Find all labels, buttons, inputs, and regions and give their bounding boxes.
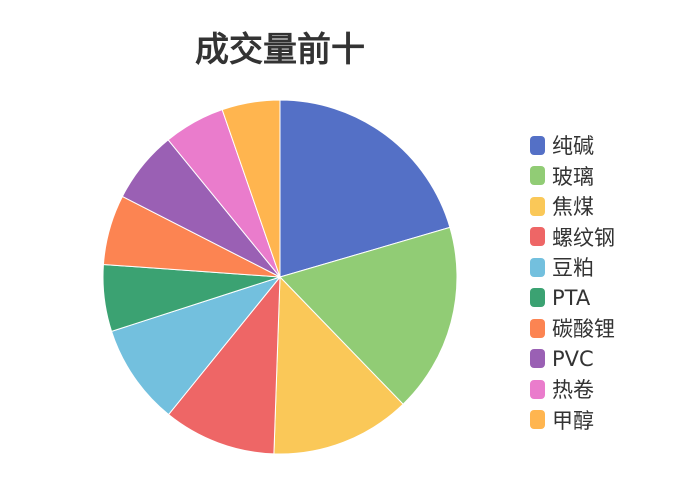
pie-slice-9[interactable] bbox=[221, 99, 281, 278]
legend-swatch bbox=[530, 257, 545, 277]
legend-label: 焦煤 bbox=[552, 195, 594, 220]
legend-item[interactable]: 玻璃 bbox=[530, 161, 615, 192]
legend-label: PTA bbox=[552, 285, 591, 310]
pie-slice-1[interactable] bbox=[279, 226, 458, 405]
legend-swatch bbox=[530, 196, 545, 216]
legend-swatch bbox=[530, 288, 545, 308]
legend-swatch bbox=[530, 410, 545, 430]
legend-label: 豆粕 bbox=[552, 256, 594, 281]
legend-label: 热卷 bbox=[552, 378, 594, 403]
legend-swatch bbox=[530, 349, 545, 369]
legend-swatch bbox=[530, 379, 545, 399]
legend-item[interactable]: 热卷 bbox=[530, 374, 615, 405]
legend-item[interactable]: 焦煤 bbox=[530, 191, 615, 222]
legend-label: 甲醇 bbox=[552, 408, 594, 433]
legend-label: PVC bbox=[552, 346, 594, 371]
legend-label: 纯碱 bbox=[552, 134, 594, 159]
legend-swatch bbox=[530, 166, 545, 186]
chart-title: 成交量前十 bbox=[195, 30, 365, 70]
pie-slice-3[interactable] bbox=[167, 275, 281, 455]
legend-item[interactable]: PTA bbox=[530, 283, 615, 314]
legend-swatch bbox=[530, 318, 545, 338]
legend-item[interactable]: 碳酸锂 bbox=[530, 313, 615, 344]
legend-item[interactable]: 豆粕 bbox=[530, 252, 615, 283]
legend-item[interactable]: 螺纹钢 bbox=[530, 222, 615, 253]
legend-item[interactable]: 甲醇 bbox=[530, 405, 615, 436]
legend: 纯碱玻璃焦煤螺纹钢豆粕 PTA 碳酸锂 PVC 热卷甲醇 bbox=[530, 130, 615, 435]
pie-slice-0[interactable] bbox=[279, 99, 451, 278]
legend-swatch bbox=[530, 135, 545, 155]
legend-label: 碳酸锂 bbox=[552, 317, 615, 342]
legend-label: 螺纹钢 bbox=[552, 225, 615, 250]
legend-label: 玻璃 bbox=[552, 164, 594, 189]
legend-item[interactable]: 纯碱 bbox=[530, 130, 615, 161]
pie-slice-4[interactable] bbox=[110, 276, 282, 416]
pie-slice-2[interactable] bbox=[273, 275, 404, 455]
legend-swatch bbox=[530, 227, 545, 247]
legend-item[interactable]: PVC bbox=[530, 344, 615, 375]
